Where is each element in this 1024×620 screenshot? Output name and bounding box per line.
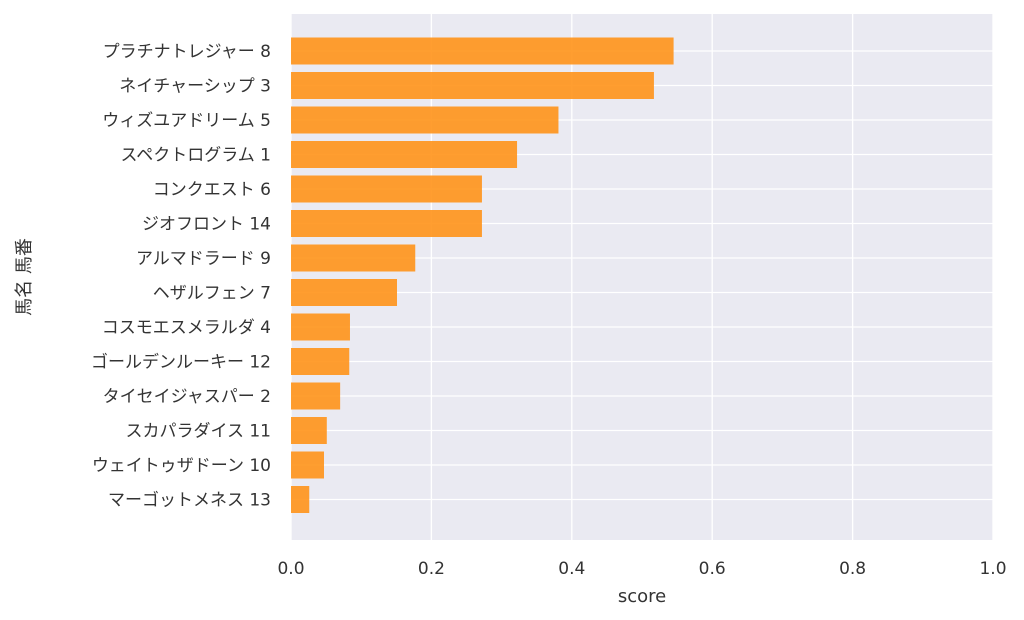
x-axis-label: score (618, 586, 666, 607)
bar (291, 37, 674, 65)
x-tick-label: 1.0 (979, 559, 1006, 579)
y-tick-label: アルマドラード 9 (136, 249, 271, 269)
bars (291, 37, 674, 513)
bar (291, 279, 398, 306)
y-tick-label: ヘザルフェン 7 (153, 284, 271, 304)
x-tick-labels: 0.0 0.2 0.4 0.6 0.8 1.0 (277, 559, 1006, 579)
bar (291, 417, 327, 444)
x-tick-label: 0.2 (418, 559, 445, 579)
y-tick-label: ウェイトゥザドーン 10 (92, 456, 271, 476)
y-tick-label: コンクエスト 6 (153, 180, 271, 200)
y-tick-label: コスモエスメラルダ 4 (102, 318, 271, 338)
bar (291, 175, 482, 203)
bar (291, 451, 324, 479)
x-tick-label: 0.0 (277, 559, 304, 579)
bar (291, 106, 559, 134)
y-tick-label: マーゴットメネス 13 (108, 490, 271, 511)
y-tick-label: ゴールデンルーキー 12 (91, 352, 271, 373)
bar (291, 486, 310, 513)
y-tick-labels: プラチナトレジャー 8 ネイチャーシップ 3 ウィズユアドリーム 5 スペクトログラム… (91, 42, 271, 511)
x-tick-label: 0.4 (558, 559, 585, 579)
x-tick-label: 0.6 (699, 559, 726, 579)
bar (291, 313, 350, 341)
y-tick-label: ネイチャーシップ 3 (119, 77, 271, 97)
bar (291, 382, 341, 410)
plot-area (291, 14, 993, 540)
y-tick-label: プラチナトレジャー 8 (103, 42, 271, 62)
bar (291, 210, 482, 237)
bar (291, 72, 654, 99)
y-tick-label: タイセイジャスパー 2 (103, 387, 271, 407)
bar (291, 141, 518, 168)
bar (291, 348, 350, 375)
y-tick-label: ウィズユアドリーム 5 (102, 111, 271, 131)
y-tick-label: ジオフロント 14 (142, 215, 271, 235)
y-tick-label: スカパラダイス 11 (125, 422, 271, 442)
y-tick-label: スペクトログラム 1 (120, 146, 271, 166)
y-axis-label: 馬名 馬番 (14, 238, 35, 316)
bar (291, 244, 416, 272)
x-tick-label: 0.8 (839, 559, 866, 579)
